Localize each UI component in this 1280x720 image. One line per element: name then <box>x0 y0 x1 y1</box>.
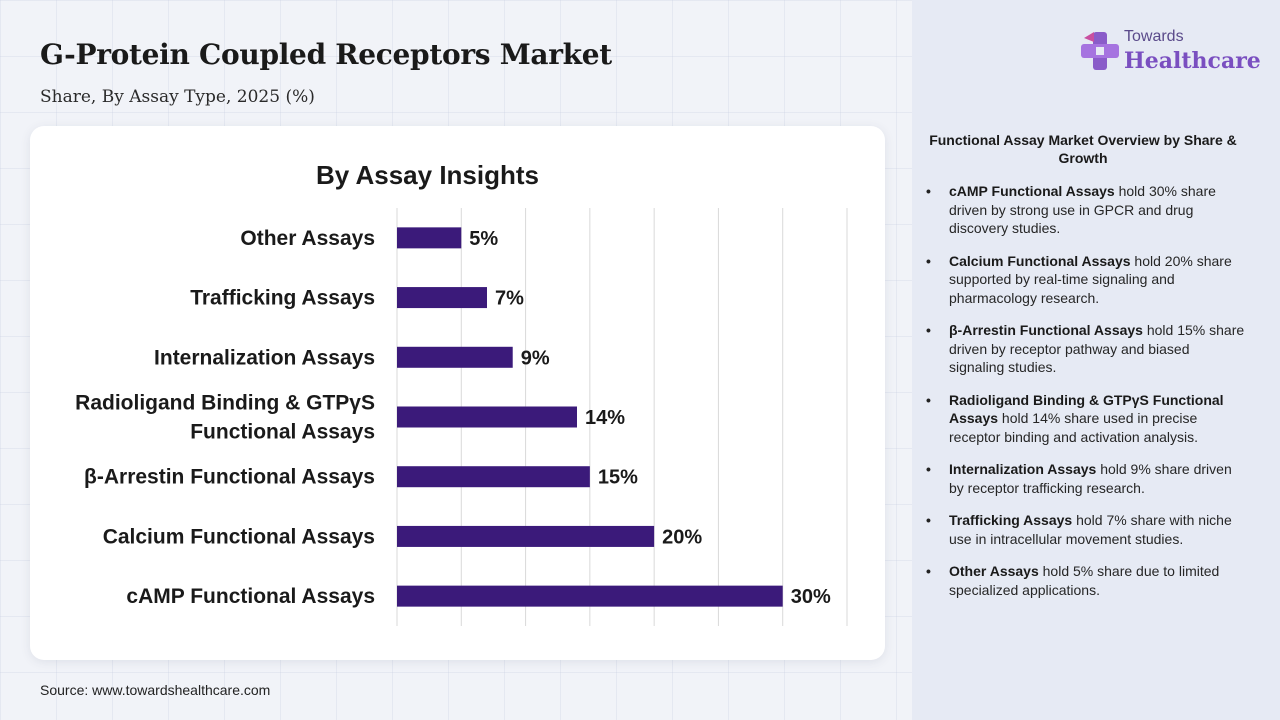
overview-item: Other Assays hold 5% share due to limite… <box>918 562 1248 599</box>
category-label: Radioligand Binding & GTPγS <box>75 392 375 415</box>
data-label: 7% <box>495 288 524 310</box>
overview-item: cAMP Functional Assays hold 30% share dr… <box>918 182 1248 238</box>
overview-item-text: hold 20% share supported by real-time si… <box>949 252 1232 306</box>
bar <box>397 466 590 488</box>
data-label: 15% <box>598 467 638 489</box>
category-label: Other Assays <box>240 227 375 250</box>
bar <box>397 406 577 428</box>
data-label: 9% <box>521 347 550 369</box>
overview-item-text: hold 30% share driven by strong use in G… <box>949 183 1216 236</box>
overview-item-text: hold 5% share due to limited specialized… <box>949 563 1220 598</box>
medical-cross-icon <box>1081 32 1119 70</box>
overview-item-heading: Other Assays <box>949 563 1039 579</box>
overview-item: Internalization Assays hold 9% share dri… <box>918 460 1248 497</box>
overview-title: Functional Assay Market Overview by Shar… <box>929 132 1237 166</box>
category-label: Trafficking Assays <box>190 287 375 310</box>
overview-item: Trafficking Assays hold 7% share with ni… <box>918 511 1248 548</box>
overview-item-heading: Radioligand Binding & GTPγS Functional A… <box>949 391 1224 427</box>
bar <box>397 525 655 547</box>
data-label: 5% <box>469 228 498 250</box>
bar <box>397 287 487 309</box>
page-title: G-Protein Coupled Receptors Market <box>40 38 612 71</box>
overview-item-text: hold 15% share driven by receptor pathwa… <box>949 322 1245 375</box>
overview-item-text: hold 14% share used in precise receptor … <box>949 410 1199 445</box>
logo-text-healthcare: Healthcare <box>1124 48 1261 74</box>
overview-item-heading: Internalization Assays <box>949 461 1097 477</box>
overview-item: Calcium Functional Assays hold 20% share… <box>918 252 1248 308</box>
data-label: 20% <box>662 526 702 548</box>
chart-title: By Assay Insights <box>315 160 539 190</box>
bar <box>397 346 513 368</box>
page-subtitle: Share, By Assay Type, 2025 (%) <box>40 87 315 107</box>
logo-text-towards: Towards <box>1124 28 1184 45</box>
overview-list: cAMP Functional Assays hold 30% share dr… <box>918 182 1248 613</box>
overview-item-text: hold 7% share with niche use in intracel… <box>949 512 1232 547</box>
bar-chart: 5% Other Assays 7% Trafficking Assays 9% Inte… <box>75 208 848 626</box>
category-label: Internalization Assays <box>154 346 375 369</box>
overview-item-text: hold 9% share driven by receptor traffic… <box>949 461 1232 496</box>
overview-item: β-Arrestin Functional Assays hold 15% sh… <box>918 321 1248 377</box>
category-label: cAMP Functional Assays <box>126 585 375 608</box>
category-label: β-Arrestin Functional Assays <box>84 466 375 489</box>
bar <box>397 585 783 607</box>
overview-item-heading: Calcium Functional Assays <box>949 252 1131 269</box>
category-label: Functional Assays <box>190 421 375 444</box>
category-label: Calcium Functional Assays <box>103 525 375 548</box>
towards-healthcare-logo: Towards Healthcare <box>1080 28 1261 78</box>
chart-card <box>30 126 885 660</box>
overview-item-heading: cAMP Functional Assays <box>949 183 1115 199</box>
overview-item-heading: β-Arrestin Functional Assays <box>949 322 1143 338</box>
source-note: Source: www.towardshealthcare.com <box>40 682 271 698</box>
overview-item-heading: Trafficking Assays <box>949 512 1073 528</box>
overview-item: Radioligand Binding & GTPγS Functional A… <box>918 391 1248 447</box>
data-label: 14% <box>585 407 625 429</box>
bar <box>397 227 462 249</box>
data-label: 30% <box>791 586 831 608</box>
